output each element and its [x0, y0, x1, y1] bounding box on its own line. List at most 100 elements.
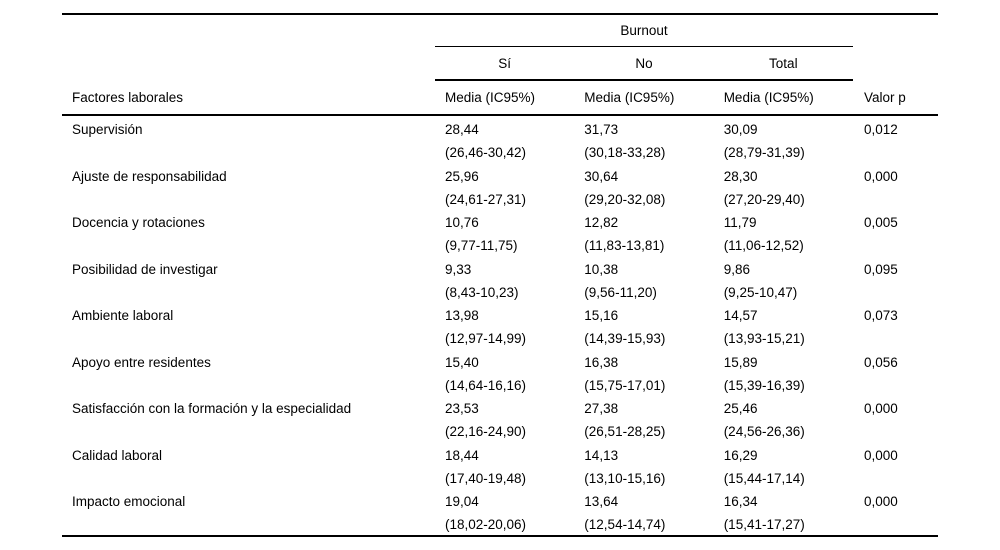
total-ci: (27,20-29,40): [723, 191, 805, 207]
subheader-spacer-right: [853, 47, 938, 81]
no-ci: (13,10-15,16): [584, 470, 666, 486]
group-header-label: Burnout: [620, 23, 668, 38]
table-row: Impacto emocional 19,04 (18,02-20,06) 13…: [62, 488, 938, 535]
factor-label: Ajuste de responsabilidad: [72, 168, 227, 184]
si-cell: 13,98 (12,97-14,99): [435, 304, 574, 350]
total-mean: 15,89: [723, 354, 758, 370]
no-mean: 12,82: [584, 215, 619, 230]
group-header-spacer-right: [853, 15, 938, 47]
total-cell: 16,29 (15,44-17,14): [714, 444, 853, 490]
factor-label: Docencia y rotaciones: [72, 215, 205, 230]
no-cell: 27,38 (26,51-28,25): [574, 397, 713, 443]
row-header-label: Factores laborales: [72, 90, 184, 105]
p-value: 0,056: [863, 354, 898, 370]
total-ci: (28,79-31,39): [723, 145, 805, 160]
burnout-factors-table: Burnout Sí No Total Factores laborales M…: [62, 13, 938, 537]
si-cell: 10,76 (9,77-11,75): [435, 211, 574, 257]
subcol-no: No: [635, 55, 653, 71]
no-cell: 30,64 (29,20-32,08): [574, 165, 713, 211]
p-value: 0,095: [863, 261, 898, 277]
total-ci: (9,25-10,47): [723, 284, 798, 300]
total-mean: 11,79: [723, 215, 757, 230]
p-value: 0,000: [863, 401, 898, 416]
no-cell: 12,82 (11,83-13,81): [574, 211, 713, 257]
p-value: 0,000: [863, 494, 898, 509]
header-bottom-rule: [62, 114, 938, 116]
total-ci: (15,39-16,39): [723, 377, 805, 393]
si-mean: 15,40: [445, 354, 479, 370]
si-mean: 13,98: [445, 308, 479, 323]
no-ci: (15,75-17,01): [584, 377, 666, 393]
factor-label: Calidad laboral: [72, 447, 163, 463]
si-cell: 23,53 (22,16-24,90): [435, 397, 574, 443]
no-ci: (30,18-33,28): [584, 145, 666, 160]
no-mean: 14,13: [584, 447, 619, 463]
si-ci: (24,61-27,31): [445, 191, 527, 207]
table-row: Ambiente laboral 13,98 (12,97-14,99) 15,…: [62, 302, 938, 349]
total-cell: 9,86 (9,25-10,47): [714, 258, 853, 304]
si-ci: (8,43-10,23): [445, 284, 519, 300]
p-value: 0,000: [863, 447, 898, 463]
p-value: 0,005: [863, 215, 898, 230]
no-cell: 13,64 (12,54-14,74): [574, 490, 713, 536]
no-mean: 30,64: [584, 168, 619, 184]
table-row: Supervisión 28,44 (26,46-30,42) 31,73 (3…: [62, 116, 938, 163]
total-mean: 16,34: [723, 494, 758, 509]
top-rule: [62, 13, 938, 15]
si-ci: (18,02-20,06): [445, 517, 527, 532]
subcol-si: Sí: [498, 55, 512, 71]
no-ci: (14,39-15,93): [584, 331, 666, 346]
group-header-spacer-left: [62, 15, 435, 47]
media-header-si: Media (IC95%): [445, 90, 536, 105]
si-ci: (9,77-11,75): [445, 238, 518, 253]
total-cell: 30,09 (28,79-31,39): [714, 118, 853, 164]
si-cell: 19,04 (18,02-20,06): [435, 490, 574, 536]
table-row: Ajuste de responsabilidad 25,96 (24,61-2…: [62, 163, 938, 210]
total-mean: 14,57: [723, 308, 758, 323]
media-header-total: Media (IC95%): [723, 90, 814, 105]
group-header-cell: Burnout: [435, 15, 853, 47]
table-row: Satisfacción con la formación y la espec…: [62, 395, 938, 442]
si-mean: 10,76: [445, 215, 479, 230]
table-row: Posibilidad de investigar 9,33 (8,43-10,…: [62, 256, 938, 303]
no-mean: 31,73: [584, 122, 619, 137]
p-value: 0,012: [863, 122, 898, 137]
total-cell: 25,46 (24,56-26,36): [714, 397, 853, 443]
table-row: Apoyo entre residentes 15,40 (14,64-16,1…: [62, 349, 938, 396]
table-row: Calidad laboral 18,44 (17,40-19,48) 14,1…: [62, 442, 938, 489]
no-ci: (29,20-32,08): [584, 191, 666, 207]
total-mean: 28,30: [723, 168, 758, 184]
no-mean: 10,38: [584, 261, 619, 277]
si-cell: 28,44 (26,46-30,42): [435, 118, 574, 164]
total-ci: (13,93-15,21): [723, 331, 805, 346]
column-header-row: Factores laborales Media (IC95%) Media (…: [62, 81, 938, 114]
total-ci: (15,41-17,27): [723, 517, 805, 532]
factor-label: Supervisión: [72, 122, 143, 137]
no-ci: (26,51-28,25): [584, 424, 666, 439]
si-mean: 9,33: [445, 261, 472, 277]
factor-label: Apoyo entre residentes: [72, 354, 211, 370]
total-cell: 11,79 (11,06-12,52): [714, 211, 853, 257]
table-row: Docencia y rotaciones 10,76 (9,77-11,75)…: [62, 209, 938, 256]
si-mean: 28,44: [445, 122, 479, 137]
si-cell: 18,44 (17,40-19,48): [435, 444, 574, 490]
total-mean: 25,46: [723, 401, 758, 416]
p-value: 0,000: [863, 168, 898, 184]
no-ci: (12,54-14,74): [584, 517, 666, 532]
no-cell: 10,38 (9,56-11,20): [574, 258, 713, 304]
si-ci: (14,64-16,16): [445, 377, 527, 393]
si-ci: (26,46-30,42): [445, 145, 527, 160]
si-mean: 19,04: [445, 494, 479, 509]
no-cell: 14,13 (13,10-15,16): [574, 444, 713, 490]
si-cell: 15,40 (14,64-16,16): [435, 351, 574, 397]
factor-label: Impacto emocional: [72, 494, 186, 509]
no-mean: 16,38: [584, 354, 619, 370]
no-cell: 16,38 (15,75-17,01): [574, 351, 713, 397]
si-cell: 9,33 (8,43-10,23): [435, 258, 574, 304]
no-mean: 27,38: [584, 401, 619, 416]
total-cell: 16,34 (15,41-17,27): [714, 490, 853, 536]
total-cell: 15,89 (15,39-16,39): [714, 351, 853, 397]
factor-label: Satisfacción con la formación y la espec…: [72, 401, 352, 416]
si-ci: (12,97-14,99): [445, 331, 527, 346]
